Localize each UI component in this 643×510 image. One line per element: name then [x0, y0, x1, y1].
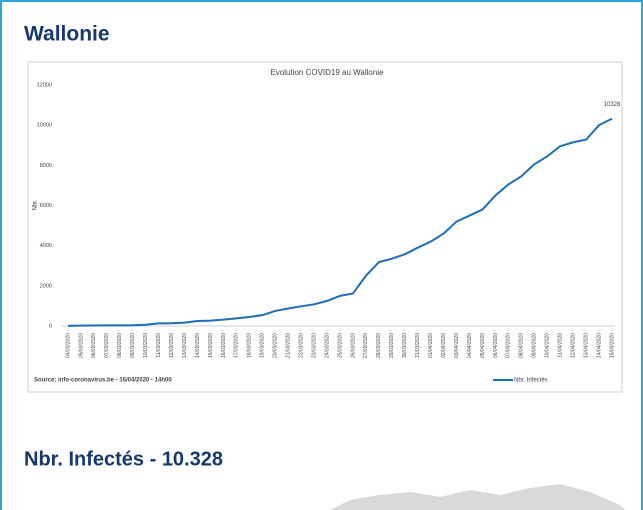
x-tick-label: 05/04/2020 — [480, 333, 486, 358]
y-tick-label: 12000 — [37, 82, 52, 88]
x-tick-label: 13/04/2020 — [583, 333, 589, 358]
x-tick-label: 30/03/2020 — [402, 333, 408, 358]
x-tick-label: 16/03/2020 — [221, 333, 227, 358]
x-tick-label: 09/04/2020 — [532, 333, 538, 358]
x-tick-label: 02/04/2020 — [441, 333, 447, 358]
x-tick-label: 05/03/2020 — [78, 333, 84, 358]
x-tick-label: 14/03/2020 — [195, 333, 201, 358]
y-tick-label: 2000 — [40, 283, 52, 289]
x-tick-label: 04/04/2020 — [467, 333, 473, 358]
series-line — [67, 117, 613, 327]
x-tick-label: 01/04/2020 — [428, 333, 434, 358]
x-tick-label: 04/03/2020 — [65, 333, 71, 358]
y-tick-label: 4000 — [40, 243, 52, 249]
x-tick-label: 11/03/2020 — [156, 333, 162, 358]
x-tick-label: 29/03/2020 — [389, 333, 395, 358]
x-tick-label: 19/03/2020 — [260, 333, 266, 358]
x-tick-label: 18/03/2020 — [247, 333, 253, 358]
chart-title: Evolution COVID19 au Wallonie — [270, 68, 384, 77]
source: Source: info-coronavirus.be - 16/04/2020… — [34, 378, 172, 384]
x-tick-label: 07/04/2020 — [506, 333, 512, 358]
data-label: 10328 — [604, 102, 621, 108]
x-tick-label: 07/03/2020 — [104, 333, 110, 358]
x-tick-label: 23/03/2020 — [311, 333, 317, 358]
y-axis-label: Nbr. — [33, 199, 39, 210]
y-tick-label: 10000 — [37, 123, 52, 129]
card-title: Wallonie — [24, 23, 110, 46]
chart-frame — [27, 61, 623, 393]
x-tick-label: 27/03/2020 — [363, 333, 369, 358]
x-tick-label: 17/03/2020 — [234, 333, 240, 358]
x-tick-label: 12/03/2020 — [169, 333, 175, 358]
x-tick-label: 13/03/2020 — [182, 333, 188, 358]
x-tick-label: 31/03/2020 — [415, 333, 421, 358]
x-tick-label: 06/03/2020 — [91, 333, 97, 358]
footer-text: Nbr. Infectés - 10.328 — [24, 448, 223, 470]
x-tick-label: 24/03/2020 — [324, 333, 330, 358]
x-tick-label: 22/03/2020 — [298, 333, 304, 358]
x-tick-label: 08/03/2020 — [117, 333, 123, 358]
x-tick-label: 21/03/2020 — [286, 333, 292, 358]
x-tick-label: 20/03/2020 — [273, 333, 279, 358]
legend-label: Nbr. Infectés — [514, 378, 548, 384]
x-tick-label: 06/04/2020 — [493, 333, 499, 358]
x-tick-label: 26/03/2020 — [350, 333, 356, 358]
x-tick-label: 10/04/2020 — [545, 333, 551, 358]
x-tick-label: 09/03/2020 — [130, 333, 136, 358]
x-tick-label: 11/04/2020 — [558, 333, 564, 358]
x-tick-label: 03/04/2020 — [454, 333, 460, 358]
y-tick-label: 0 — [49, 323, 52, 329]
y-tick-label: 6000 — [40, 203, 52, 209]
x-tick-label: 10/03/2020 — [143, 333, 149, 358]
x-tick-label: 12/04/2020 — [570, 333, 576, 358]
x-tick-label: 15/04/2020 — [609, 333, 615, 358]
x-tick-label: 15/03/2020 — [208, 333, 214, 358]
x-tick-label: 14/04/2020 — [596, 333, 602, 358]
x-tick-label: 25/03/2020 — [337, 333, 343, 358]
map-decoration — [330, 484, 625, 510]
x-tick-label: 28/03/2020 — [376, 333, 382, 358]
y-tick-label: 8000 — [40, 163, 52, 169]
x-tick-label: 08/04/2020 — [519, 333, 525, 358]
